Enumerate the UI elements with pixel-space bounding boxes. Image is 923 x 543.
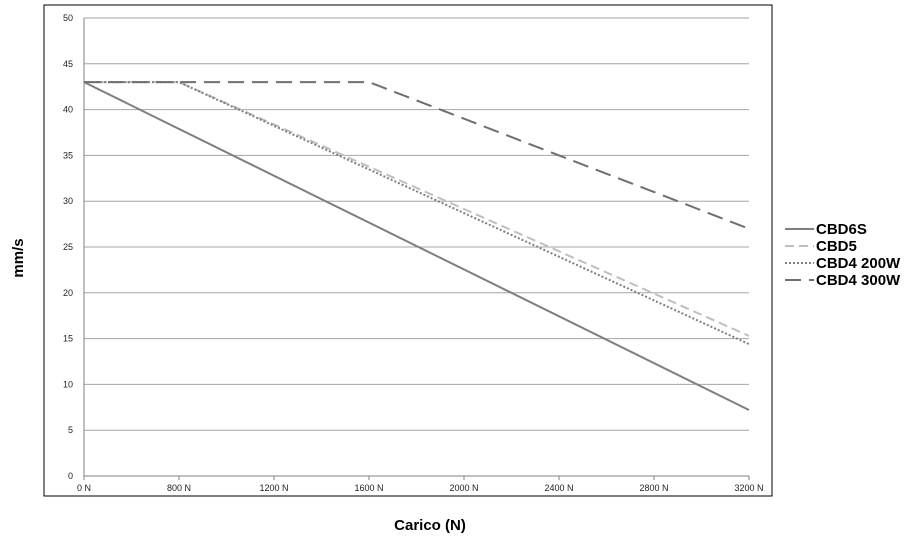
- y-tick-label: 10: [63, 379, 73, 389]
- x-tick-label: 800 N: [167, 483, 191, 493]
- y-tick-label: 50: [63, 13, 73, 23]
- x-axis-label: Carico (N): [394, 517, 466, 534]
- series-line: [84, 81, 750, 230]
- series-line: [83, 81, 750, 411]
- y-tick-label: 40: [63, 105, 73, 115]
- y-ticks: 0 5 10 15 20 25 30 35 40 45 50: [63, 13, 73, 481]
- x-tick-label: 0 N: [77, 483, 91, 493]
- legend-label: CBD4 200W: [816, 255, 901, 272]
- x-tick-label: 1200 N: [259, 483, 288, 493]
- series-line: [84, 81, 750, 346]
- legend-label: CBD4 300W: [816, 272, 901, 289]
- x-tick-label: 2400 N: [544, 483, 573, 493]
- x-tick-label: 2800 N: [639, 483, 668, 493]
- y-tick-label: 25: [63, 242, 73, 252]
- legend-label: CBD6S: [816, 221, 867, 238]
- y-tick-label: 20: [63, 288, 73, 298]
- y-tick-label: 15: [63, 334, 73, 344]
- legend-label: CBD5: [816, 238, 857, 255]
- y-tick-label: 0: [68, 471, 73, 481]
- y-axis-label: mm/s: [10, 238, 27, 277]
- x-tick-label: 3200 N: [734, 483, 763, 493]
- y-tick-label: 30: [63, 196, 73, 206]
- x-tick-label: 2000 N: [449, 483, 478, 493]
- y-tick-label: 5: [68, 425, 73, 435]
- x-tick-label: 1600 N: [354, 483, 383, 493]
- series-lines: [83, 81, 750, 411]
- x-ticks: 0 N 800 N 1200 N 1600 N 2000 N 2400 N 2800 N 32…: [77, 476, 764, 493]
- y-tick-label: 45: [63, 59, 73, 69]
- y-tick-label: 35: [63, 150, 73, 160]
- chart-border: [43, 4, 773, 497]
